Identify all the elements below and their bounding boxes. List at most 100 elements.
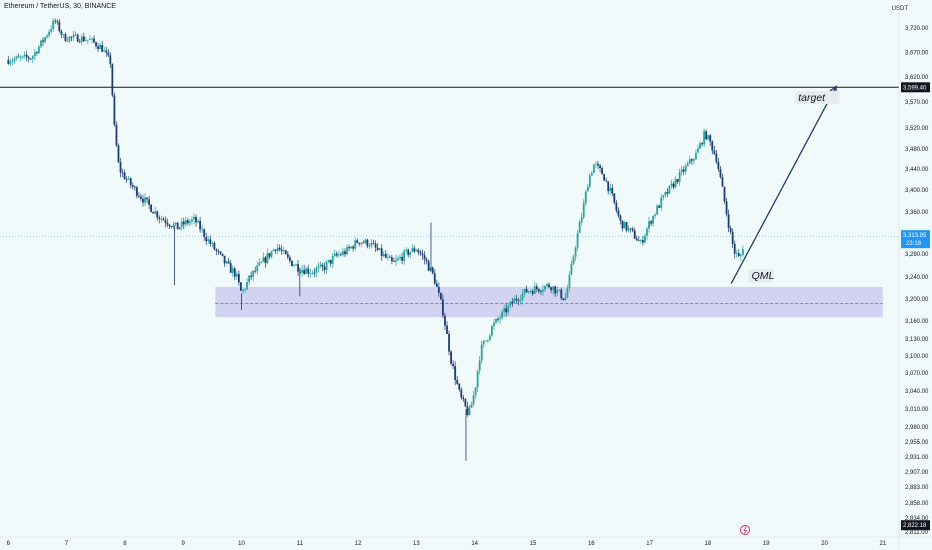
candle-body [399, 256, 401, 259]
candle-body [340, 254, 342, 256]
candle-body [129, 178, 132, 186]
candle-body [688, 159, 691, 164]
candle-body [507, 305, 510, 313]
candle-body [176, 222, 179, 230]
candle-body [235, 273, 238, 277]
candle-body [272, 249, 275, 252]
x-tick-label: 10 [238, 541, 245, 547]
candle-body [360, 242, 363, 245]
candle-body [427, 261, 430, 271]
annotation-qml: QML [752, 270, 775, 282]
candle-body [662, 195, 665, 198]
candle-body [317, 266, 320, 269]
candle-body [352, 246, 355, 249]
candle-body [658, 205, 661, 208]
candle-body [162, 218, 165, 221]
last-price-box [901, 230, 930, 249]
target-arrow [730, 86, 837, 284]
candle-body [344, 251, 346, 255]
candle-body [70, 36, 73, 38]
candle-body [735, 253, 738, 254]
candle-body [556, 289, 559, 294]
candle-body [174, 222, 177, 225]
event-marker-icon [740, 525, 750, 535]
candle-body [240, 282, 242, 291]
candle-body [197, 220, 199, 223]
candle-body [686, 163, 689, 166]
candle-body [717, 161, 720, 170]
candle-body [515, 298, 518, 301]
candle-body [460, 389, 463, 398]
candle-body [213, 242, 216, 250]
candle-body [474, 387, 477, 396]
candle-body [262, 257, 265, 262]
candle-body [719, 169, 722, 178]
candle-body [354, 240, 357, 249]
candle-body [19, 57, 22, 58]
candle-body [331, 256, 334, 264]
candle-body [456, 379, 459, 384]
candle-body [166, 222, 169, 225]
y-tick-label: 3,070.00 [905, 371, 929, 377]
candle-body [558, 289, 561, 291]
candle-body [211, 242, 214, 244]
candle-body [391, 257, 393, 262]
annotation-bg [795, 91, 840, 104]
candle-body [486, 339, 489, 341]
candle-body [701, 143, 703, 145]
y-tick-label: 3,400.00 [905, 188, 929, 194]
candle-body [444, 315, 446, 326]
countdown-label: 23:18 [906, 241, 922, 247]
candle-body [150, 204, 153, 212]
candle-body [46, 35, 48, 38]
candle-body [209, 239, 212, 244]
candle-body [739, 255, 742, 257]
candle-body [17, 56, 20, 58]
candle-body [707, 135, 710, 140]
y-tick-label: 3,100.00 [905, 354, 929, 360]
candle-body [121, 172, 124, 174]
candle-body [327, 259, 330, 263]
candle-body [107, 52, 110, 56]
candle-body [378, 248, 381, 250]
candle-body [646, 228, 648, 236]
candle-body [466, 406, 469, 416]
candle-body [599, 165, 601, 168]
candle-body [266, 253, 269, 263]
candle-body [237, 273, 240, 283]
candle-body [562, 298, 565, 300]
candle-body [91, 38, 93, 40]
candle-body [329, 259, 332, 264]
candle-body [225, 261, 228, 264]
candle-body [676, 179, 679, 182]
candle-body [358, 242, 361, 245]
y-tick-label: 3,570.00 [905, 100, 929, 106]
candle-body [48, 31, 51, 36]
candle-body [64, 34, 67, 42]
candle-body [15, 56, 18, 59]
candle-body [158, 217, 161, 219]
x-tick-label: 20 [821, 541, 828, 547]
candle-body [231, 268, 234, 273]
candle-body [411, 248, 414, 253]
x-tick-label: 7 [65, 541, 69, 547]
candle-body [309, 273, 312, 275]
candle-body [89, 39, 91, 40]
candle-body [550, 287, 552, 291]
y-tick-label: 3,280.00 [905, 252, 929, 258]
candle-body [95, 42, 97, 47]
candle-body [652, 215, 654, 224]
candle-body [425, 259, 428, 262]
candle-body [539, 291, 542, 293]
candle-body [531, 291, 534, 294]
chart-title: Ethereum / TetherUS, 30, BINANCE [4, 3, 116, 10]
candle-body [113, 95, 116, 125]
x-tick-label: 13 [413, 541, 420, 547]
candle-body [482, 341, 485, 345]
candle-body [97, 46, 99, 49]
candle-body [82, 36, 85, 42]
low-label-box [901, 520, 930, 531]
candle-body [678, 172, 681, 182]
candle-body [117, 145, 120, 163]
